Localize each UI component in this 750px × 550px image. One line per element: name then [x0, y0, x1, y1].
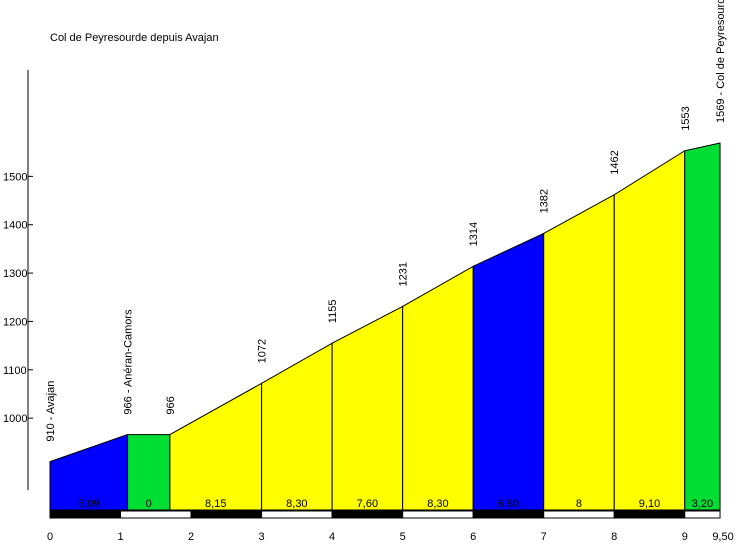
- distance-bar-block: [684, 510, 721, 519]
- grade-label: 6,80: [498, 498, 519, 510]
- y-tick-label: 1400: [3, 220, 27, 232]
- distance-bar-block: [261, 510, 333, 519]
- distance-bar-block: [472, 510, 545, 519]
- elevation-label: 1072: [257, 339, 269, 363]
- distance-bar-block: [543, 510, 615, 519]
- y-tick-label: 1100: [3, 365, 27, 377]
- profile-segment: [331, 305, 404, 511]
- y-axis: 1000 1100 1200 1300 1400 1500: [3, 70, 33, 490]
- elevation-label: 1553: [680, 106, 692, 130]
- x-axis: 0 1 2 3 4 5 6 7 8 9 9,50: [47, 510, 734, 543]
- profile-areas: [49, 142, 721, 511]
- profile-segment: [472, 232, 545, 511]
- profile-segment: [402, 265, 474, 511]
- distance-bar-block: [120, 510, 192, 519]
- elevation-label: 910 - Avajan: [45, 381, 57, 442]
- elevation-label: 966 - Anéran-Camors: [123, 309, 135, 415]
- x-tick-label: 9,50: [712, 531, 733, 543]
- profile-segment: [543, 193, 615, 511]
- distance-bar-block: [331, 510, 404, 519]
- grade-label: 7,60: [357, 498, 378, 510]
- grade-labels: 5,09 0 8,15 8,30 7,60 8,30 6,80 8 9,10 3,20: [78, 498, 713, 510]
- grade-label: 8,30: [286, 498, 307, 510]
- grade-label: 3,20: [692, 498, 713, 510]
- x-tick-label: 1: [117, 531, 123, 543]
- x-tick-label: 9: [682, 531, 688, 543]
- x-tick-label: 3: [259, 531, 265, 543]
- distance-bar-block: [613, 510, 686, 519]
- elevation-label: 1382: [539, 189, 551, 213]
- grade-label: 9,10: [639, 498, 660, 510]
- distance-bar-block: [49, 510, 122, 519]
- profile-segment: [169, 382, 263, 511]
- y-tick-label: 1200: [3, 316, 27, 328]
- y-tick-label: 1300: [3, 268, 27, 280]
- grade-label: 5,09: [78, 498, 99, 510]
- x-tick-label: 6: [470, 531, 476, 543]
- elevation-label: 1314: [468, 222, 480, 246]
- x-tick-label: 2: [188, 531, 194, 543]
- elevation-label: 966: [165, 396, 177, 414]
- profile-segment: [684, 142, 721, 511]
- x-tick-label: 0: [47, 531, 53, 543]
- profile-segment: [261, 342, 333, 511]
- distance-bar-block: [402, 510, 474, 519]
- grade-label: 0: [146, 498, 152, 510]
- distance-bar-block: [190, 510, 263, 519]
- x-tick-label: 4: [329, 531, 335, 543]
- elevation-label: 1231: [398, 262, 410, 286]
- x-tick-label: 7: [541, 531, 547, 543]
- x-tick-label: 5: [400, 531, 406, 543]
- grade-label: 8,15: [205, 498, 226, 510]
- x-tick-label: 8: [611, 531, 617, 543]
- y-tick-label: 1500: [3, 171, 27, 183]
- elevation-label: 1155: [327, 300, 339, 324]
- grade-label: 8,30: [427, 498, 448, 510]
- y-tick-label: 1000: [3, 413, 27, 425]
- grade-label: 8: [576, 498, 582, 510]
- elevation-label: 1569 - Col de Peyresourde: [715, 0, 727, 123]
- elevation-label: 1462: [609, 150, 621, 174]
- profile-segment: [613, 149, 686, 511]
- chart-title: Col de Peyresourde depuis Avajan: [50, 32, 219, 44]
- point-labels: 910 - Avajan 966 - Anéran-Camors 966 1072 11…: [45, 0, 727, 442]
